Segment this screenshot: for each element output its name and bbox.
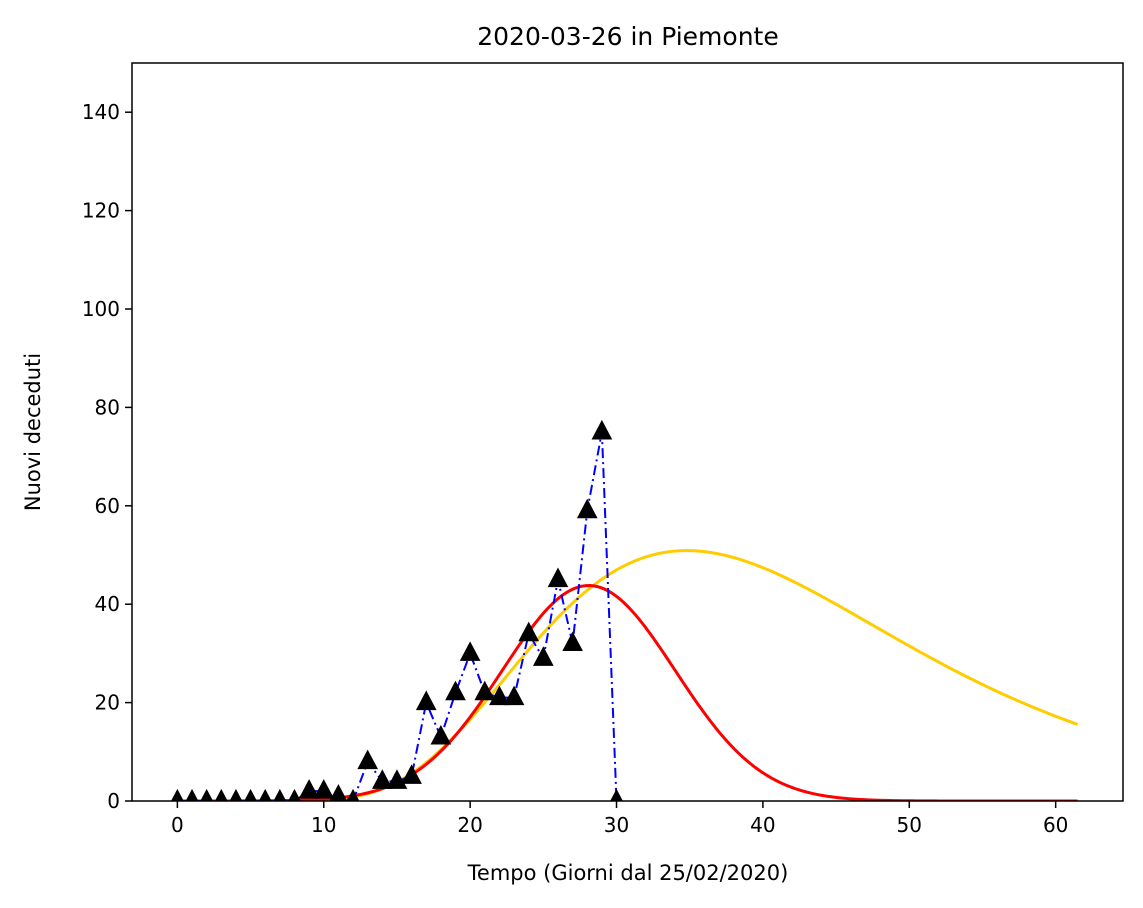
- axes-frame: [131, 62, 1124, 802]
- y-tick-label: 80: [95, 395, 120, 419]
- observed-point: [298, 779, 320, 799]
- observed-point: [474, 680, 496, 701]
- observed-point: [214, 788, 228, 801]
- x-tick-label: 0: [171, 813, 184, 837]
- observed-point: [459, 641, 481, 661]
- y-tick-label: 0: [107, 789, 120, 813]
- observed-point: [430, 724, 452, 745]
- observed-point: [533, 646, 554, 666]
- x-tick-label: 10: [311, 813, 336, 837]
- observed-point: [200, 788, 214, 801]
- observed-point: [591, 419, 613, 440]
- x-tick-label: 20: [457, 813, 482, 837]
- observed-point: [258, 788, 272, 801]
- observed-point: [244, 788, 257, 801]
- y-tick-label: 60: [95, 494, 120, 518]
- observed-point: [171, 788, 184, 801]
- observed-point: [288, 788, 301, 801]
- observed-point: [185, 788, 199, 801]
- observed-point: [547, 567, 569, 588]
- y-tick-label: 100: [82, 297, 120, 321]
- observed-point: [489, 685, 510, 706]
- observed-point: [610, 788, 623, 801]
- observed-point: [346, 788, 360, 801]
- observed-point: [229, 788, 243, 801]
- observed-point: [401, 764, 422, 784]
- y-tick-label: 40: [95, 592, 120, 616]
- observed-point: [371, 769, 393, 789]
- y-axis: 0 20 40 60 80 100 120 140: [82, 100, 132, 813]
- y-tick-label: 120: [82, 199, 120, 223]
- observed-point: [518, 621, 540, 642]
- x-tick-label: 30: [604, 813, 629, 837]
- data-layer: [171, 419, 1079, 801]
- observed-point: [576, 498, 598, 519]
- plot-area: [131, 62, 1124, 802]
- x-axis-label: Tempo (Giorni dal 25/02/2020): [467, 861, 789, 885]
- y-tick-label: 140: [82, 100, 120, 124]
- x-tick-label: 50: [897, 813, 922, 837]
- y-tick-label: 20: [95, 691, 120, 715]
- observed-point: [415, 690, 437, 711]
- observed-point: [329, 784, 348, 801]
- x-tick-label: 40: [750, 813, 775, 837]
- series-group: [171, 419, 1079, 801]
- observed-point: [357, 749, 379, 770]
- observed-point: [445, 680, 466, 701]
- observed-point: [562, 631, 583, 652]
- chart-title: 2020-03-26 in Piemonte: [477, 22, 779, 51]
- y-axis-label: Nuovi deceduti: [21, 353, 45, 511]
- x-tick-label: 60: [1043, 813, 1068, 837]
- x-axis: 0 10 20 30 40 50 60: [171, 801, 1068, 837]
- observed-point: [503, 685, 525, 706]
- observed-point: [313, 779, 335, 799]
- observed-point: [273, 788, 287, 801]
